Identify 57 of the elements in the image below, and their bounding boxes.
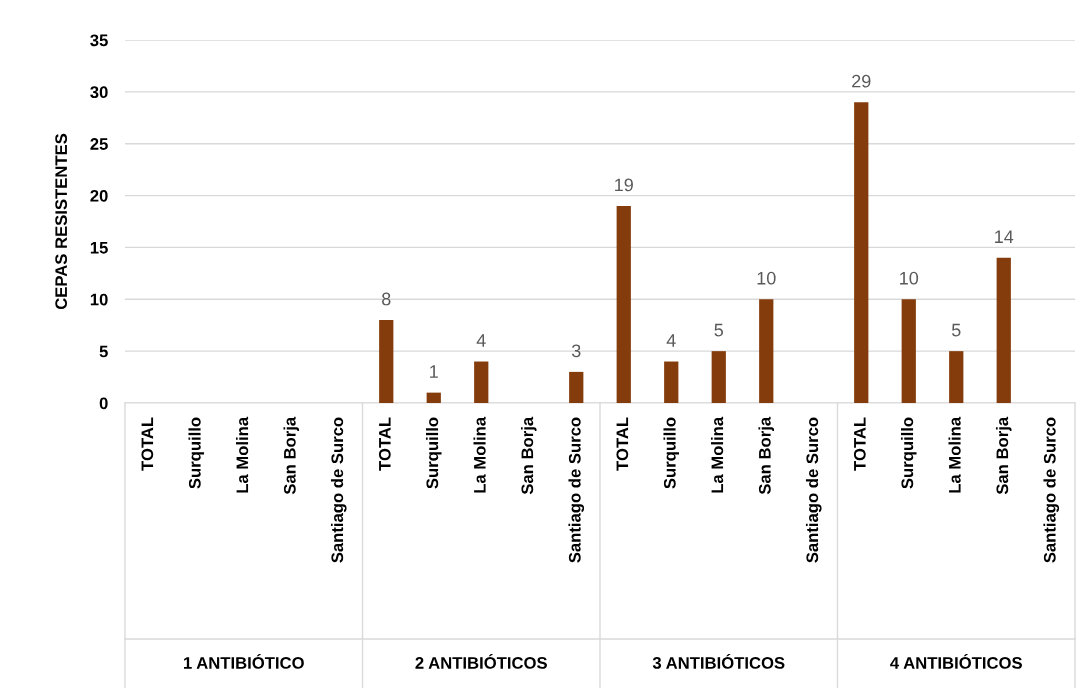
data-label: 4 [666,334,676,347]
bar [616,205,631,403]
text: 3 ANTIBIÓTICOS [652,653,785,669]
x-tick-label: Santiago de Surco [805,417,822,563]
x-tick-label: San Borja [520,416,537,495]
y-tick-label: 10 [90,293,108,306]
y-tick-label: 5 [99,345,108,358]
bar [996,257,1011,403]
x-tick-label: Santiago de Surco [330,417,347,563]
x-tick-label: Surquillo [425,417,442,489]
y-tick-label: 25 [90,138,108,150]
data-label: 4 [476,334,486,347]
data-label: 1 [430,365,438,378]
x-tick-label: Surquillo [900,417,917,489]
data-label: 10 [757,271,776,285]
y-tick-label: 15 [90,242,108,254]
bar [569,371,584,403]
x-tick-label: La Molina [710,416,724,493]
text: 1 ANTIBIÓTICO [184,653,304,669]
bar [664,361,679,403]
data-label: 10 [900,271,919,285]
bar [854,102,869,403]
data-label: 14 [995,230,1014,243]
data-label: 5 [951,323,961,337]
y-tick-label: 35 [90,34,108,47]
y-tick-label: 20 [90,189,108,202]
x-tick-label: Surquillo [188,417,205,489]
x-tick-label: San Borja [995,416,1012,495]
x-tick-label: TOTAL [141,417,154,471]
data-label: 8 [382,292,391,306]
x-tick-label: Surquillo [663,417,680,489]
data-label: 5 [714,323,724,337]
x-tick-label: San Borja [283,416,300,495]
text: 4 ANTIBIÓTICOS [890,653,1022,669]
data-label: 29 [852,74,871,88]
x-tick-label: San Borja [758,416,775,495]
bar [426,392,441,403]
y-tick-label: 30 [90,86,108,99]
bar [711,351,726,403]
x-tick-label: Santiago de Surco [568,417,585,563]
x-tick-label: TOTAL [378,417,391,471]
bar [379,320,394,403]
x-tick-label: La Molina [235,416,249,493]
y-tick-label: 0 [99,397,108,410]
bar [949,351,964,403]
x-tick-label: TOTAL [853,417,866,471]
data-label: 19 [615,178,633,192]
text: 2 ANTIBIÓTICOS [415,653,547,669]
bar [474,361,489,403]
bar [759,299,774,403]
x-tick-label: Santiago de Surco [1043,417,1060,563]
x-tick-label: TOTAL [616,417,629,471]
y-axis-title: CEPAS RESISTENTES [55,133,68,310]
bar [901,299,916,403]
x-tick-label: La Molina [948,416,961,493]
data-label: 3 [571,344,581,358]
x-tick-label: La Molina [473,416,486,493]
